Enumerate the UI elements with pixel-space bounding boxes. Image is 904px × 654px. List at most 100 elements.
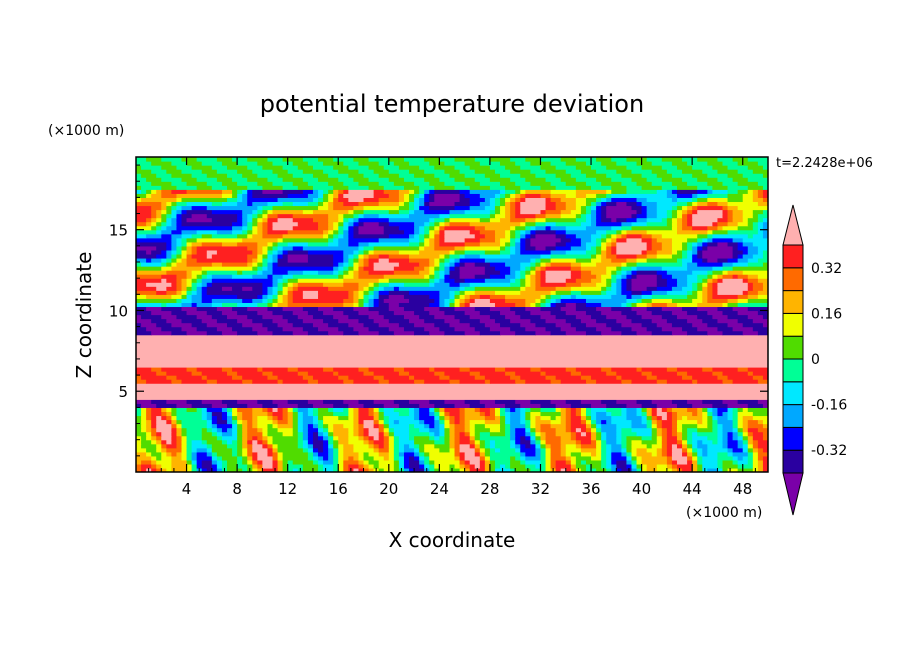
contour-cell (323, 197, 329, 203)
contour-cell (762, 467, 768, 472)
contour-cell (530, 419, 537, 425)
contour-cell (550, 249, 567, 255)
contour-cell (348, 407, 355, 413)
contour-cell (762, 403, 768, 408)
contour-cell (161, 439, 167, 445)
contour-cell (257, 451, 269, 457)
contour-cell (424, 245, 435, 251)
contour-cell (591, 427, 597, 433)
contour-cell (692, 249, 698, 255)
contour-cell (368, 427, 380, 433)
contour-cell (302, 209, 314, 215)
contour-cell (232, 286, 243, 291)
contour-cell (510, 423, 526, 429)
contour-cell (525, 415, 531, 421)
contour-cell (333, 165, 349, 170)
contour-cell (626, 447, 633, 453)
contour-cell (464, 237, 481, 243)
contour-cell (252, 221, 258, 227)
contour-cell (262, 439, 269, 445)
contour-cell (621, 262, 628, 267)
contour-cell (378, 419, 385, 425)
contour-cell (378, 467, 385, 472)
contour-cell (580, 411, 587, 417)
contour-cell (348, 262, 355, 267)
contour-cell (611, 294, 628, 299)
contour-cell (141, 262, 162, 267)
contour-cell (676, 165, 693, 170)
contour-cell (272, 205, 319, 211)
contour-cell (393, 399, 410, 404)
contour-cell (500, 217, 511, 223)
contour-cell (676, 282, 688, 287)
contour-cell (515, 181, 531, 186)
contour-cell (626, 459, 633, 465)
contour-cell (242, 173, 258, 178)
contour-cell (631, 290, 643, 295)
contour-cell (671, 274, 688, 279)
contour-cell (136, 177, 147, 182)
contour-cell (151, 411, 162, 417)
contour-cell (550, 443, 562, 449)
contour-cell (762, 185, 768, 190)
contour-cell (186, 427, 203, 433)
contour-cell (277, 443, 299, 449)
contour-cell (166, 213, 172, 219)
contour-cell (262, 314, 284, 320)
contour-cell (580, 262, 597, 267)
contour-cell (136, 245, 157, 251)
contour-cell (267, 407, 274, 413)
contour-cell (186, 274, 193, 279)
contour-cell (722, 371, 749, 376)
contour-cell (363, 197, 380, 203)
contour-cell (429, 217, 435, 223)
contour-cell (237, 455, 243, 461)
contour-cell (661, 185, 678, 190)
contour-cell (439, 298, 446, 303)
contour-cell (156, 173, 172, 178)
contour-cell (757, 459, 764, 465)
contour-cell (661, 266, 688, 271)
contour-cell (232, 375, 243, 380)
contour-cell (535, 330, 552, 336)
contour-cell (732, 326, 754, 332)
contour-cell (489, 379, 516, 384)
contour-cell (328, 443, 334, 449)
contour-cell (262, 463, 274, 469)
contour-cell (242, 423, 248, 429)
contour-cell (328, 213, 339, 219)
contour-cell (373, 375, 385, 380)
contour-cell (201, 286, 208, 291)
contour-cell (606, 205, 633, 211)
contour-cell (636, 367, 643, 372)
contour-cell (702, 439, 713, 445)
contour-cell (616, 253, 638, 259)
contour-cell (611, 282, 617, 287)
contour-cell (621, 266, 633, 271)
contour-cell (434, 407, 440, 413)
contour-cell (343, 447, 355, 453)
contour-cell (626, 435, 643, 441)
contour-cell (692, 375, 719, 380)
contour-cell (707, 407, 713, 413)
contour-cell (363, 302, 370, 308)
contour-cell (318, 205, 329, 211)
contour-cell (444, 221, 451, 227)
contour-cell (277, 245, 284, 251)
contour-cell (575, 302, 587, 308)
contour-cell (636, 407, 643, 413)
contour-cell (393, 407, 410, 413)
contour-cell (591, 270, 607, 275)
contour-cell (242, 459, 248, 465)
contour-cell (752, 451, 759, 457)
contour-cell (510, 439, 516, 445)
contour-cell (307, 399, 324, 404)
contour-cell (732, 253, 739, 259)
contour-cell (323, 310, 344, 316)
contour-cell (692, 435, 708, 441)
contour-cell (161, 306, 183, 312)
contour-cell (651, 451, 658, 457)
contour-cell (682, 427, 688, 433)
contour-cell (666, 270, 693, 275)
contour-cell (520, 205, 547, 211)
